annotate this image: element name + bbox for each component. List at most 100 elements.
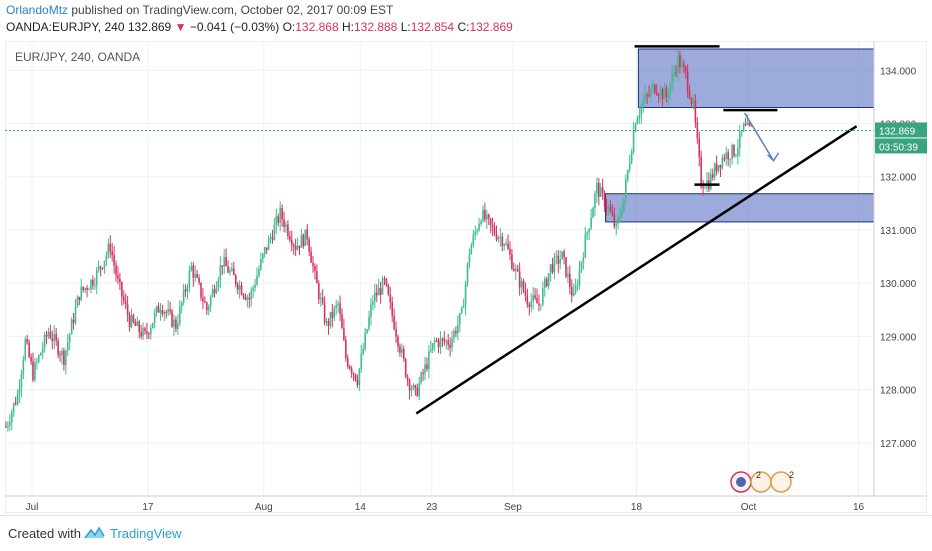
event-markers[interactable]: 2 2 <box>730 470 794 493</box>
candle-body <box>607 206 610 209</box>
candle <box>350 365 353 378</box>
candle-body <box>225 257 227 267</box>
candle <box>233 261 235 276</box>
candle <box>136 316 139 327</box>
candle <box>677 49 679 82</box>
candle-body <box>370 304 372 318</box>
candle-body <box>613 215 616 227</box>
candle <box>66 333 69 357</box>
candle <box>565 256 567 279</box>
candle <box>462 298 465 309</box>
candle-body <box>628 162 631 171</box>
candle-body <box>679 55 681 68</box>
publish-info: OrlandoMtz published on TradingView.com,… <box>6 3 393 17</box>
candle <box>49 324 52 340</box>
candle <box>499 228 502 247</box>
candle-body <box>611 211 614 216</box>
candle <box>484 202 486 223</box>
candle <box>113 245 115 274</box>
candle-body <box>115 265 117 276</box>
candle <box>395 321 397 343</box>
candle-body <box>14 403 17 405</box>
candle-body <box>22 359 25 374</box>
candle-body <box>580 262 583 270</box>
candle-body <box>312 262 314 267</box>
candle-body <box>449 344 451 348</box>
candle <box>717 164 720 174</box>
candle-body <box>148 333 150 335</box>
candle-body <box>424 364 426 374</box>
candle-body <box>66 342 69 351</box>
candle <box>723 153 726 163</box>
candle <box>669 83 672 100</box>
candle <box>458 312 461 333</box>
candle <box>202 288 204 310</box>
trendline <box>415 125 858 415</box>
candle-body <box>325 321 328 323</box>
candle-body <box>596 182 598 194</box>
candle <box>319 292 322 307</box>
candle-body <box>482 209 484 222</box>
candle <box>207 304 210 316</box>
candle-body <box>688 90 691 99</box>
candle <box>368 310 370 332</box>
x-tick-label: 16 <box>853 502 865 513</box>
candle <box>457 315 459 341</box>
candle <box>702 179 704 196</box>
candle <box>453 328 455 343</box>
candle <box>487 213 490 226</box>
candle-body <box>711 174 714 178</box>
candle <box>422 368 424 382</box>
candle-body <box>267 238 270 250</box>
candle-body <box>491 224 494 228</box>
candle <box>617 214 619 229</box>
candle <box>269 233 272 244</box>
candle <box>151 322 154 329</box>
candle <box>596 177 598 203</box>
candle <box>435 337 438 343</box>
candle <box>182 283 185 306</box>
candle-body <box>561 251 563 260</box>
candle-body <box>397 336 399 347</box>
candle-body <box>704 187 706 189</box>
candle <box>39 352 42 356</box>
candle-body <box>279 207 281 223</box>
candle <box>12 402 15 417</box>
tradingview-link[interactable]: TradingView <box>110 526 182 541</box>
candle-body <box>140 332 142 337</box>
x-tick-label: Oct <box>741 502 757 513</box>
candle-body <box>99 266 102 268</box>
candle-body <box>246 297 249 300</box>
candle <box>744 117 747 127</box>
candle-body <box>59 354 61 356</box>
candle-body <box>746 122 749 126</box>
candle <box>198 274 200 286</box>
dividend-icon[interactable] <box>770 471 792 493</box>
x-tick-label: Sep <box>504 502 522 513</box>
candle-body <box>557 255 560 264</box>
candle <box>57 337 59 359</box>
candle <box>254 278 256 292</box>
candle-body <box>175 319 177 330</box>
candle <box>613 207 616 229</box>
candle <box>74 299 77 326</box>
price-chart[interactable]: 134.000133.000132.000131.000130.000129.0… <box>4 40 928 514</box>
candle-body <box>634 124 637 132</box>
candle-body <box>113 255 115 266</box>
candle <box>690 97 693 107</box>
candle-body <box>514 268 517 271</box>
candle <box>603 190 606 212</box>
candle <box>306 224 309 246</box>
candle-body <box>252 287 254 291</box>
candle <box>692 94 695 110</box>
candle-body <box>136 321 139 326</box>
candle <box>61 348 63 365</box>
candle-body <box>329 311 332 326</box>
candle <box>545 276 548 288</box>
candle-body <box>609 206 612 212</box>
author-link[interactable]: OrlandoMtz <box>6 3 69 17</box>
candle-body <box>188 270 191 288</box>
chart-area[interactable]: 134.000133.000132.000131.000130.000129.0… <box>4 40 928 514</box>
candle <box>9 414 11 431</box>
candle-body <box>109 243 112 252</box>
